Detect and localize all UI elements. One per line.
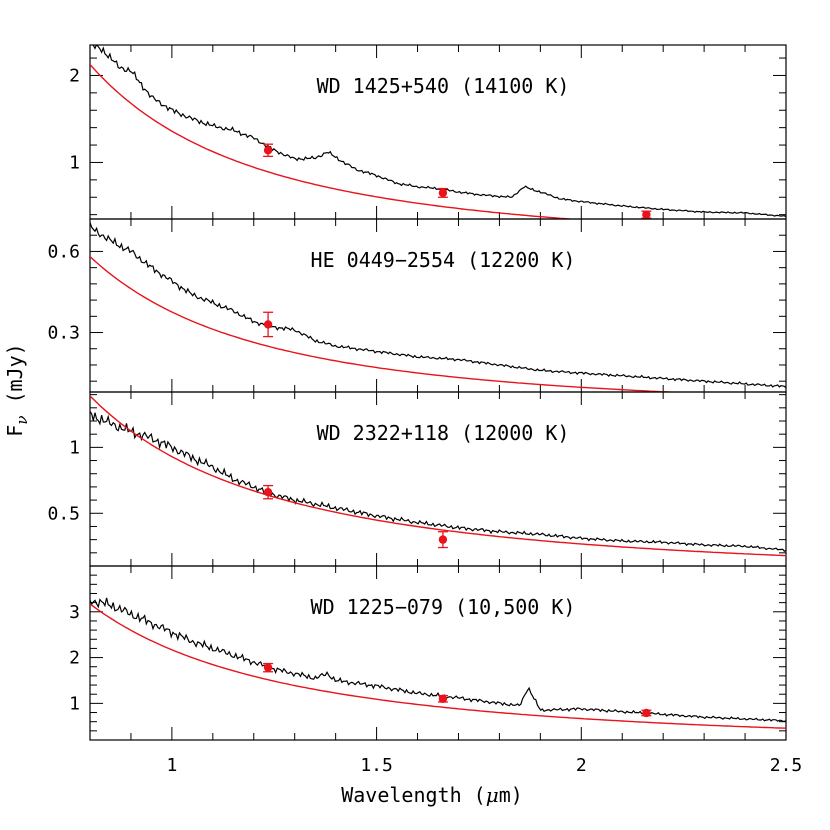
x-tick-label: 2.5 bbox=[770, 755, 803, 776]
observed-spectrum bbox=[90, 597, 786, 723]
observed-spectrum bbox=[90, 45, 786, 218]
model-curve bbox=[90, 395, 786, 557]
y-tick-label: 0.3 bbox=[47, 323, 80, 344]
observed-spectrum bbox=[90, 222, 786, 389]
x-tick-labels: 1 1.5 2 2.5 bbox=[166, 755, 802, 776]
panel-2: 0.3 0.6 HE 0449−2554 (12200 K) bbox=[47, 218, 787, 393]
photometry-point bbox=[642, 708, 651, 718]
panel-frame bbox=[89, 44, 787, 220]
x-tick-label: 2 bbox=[576, 755, 587, 776]
photometry-point bbox=[263, 663, 273, 672]
photometry-point bbox=[263, 487, 273, 497]
panel-title: HE 0449−2554 (12200 K) bbox=[311, 248, 576, 272]
y-tick-label: 2 bbox=[69, 648, 80, 669]
panel-4: 1 2 3 WD 1225−079 (10,500 K) bbox=[69, 565, 787, 741]
model-curve bbox=[90, 256, 684, 392]
x-axis-title: Wavelength (μm) bbox=[341, 783, 523, 807]
y-tick-label: 3 bbox=[69, 602, 80, 623]
y-tick-label: 1 bbox=[69, 437, 80, 458]
panel-title: WD 1225−079 (10,500 K) bbox=[311, 595, 576, 619]
panel-stack: 1 2 WD 1425+540 (14100 K) 0.3 0.6 HE 0449−255… bbox=[47, 44, 787, 741]
y-axis-title: Fν (mJy) bbox=[3, 343, 31, 436]
y-tick-label: 2 bbox=[69, 65, 80, 86]
photometry-point bbox=[438, 694, 448, 703]
panel-title: WD 2322+118 (12000 K) bbox=[317, 421, 570, 445]
photometry-point bbox=[263, 146, 273, 155]
y-tick-label: 0.5 bbox=[47, 503, 80, 524]
photometry-point bbox=[642, 210, 651, 219]
panel-frame bbox=[89, 218, 787, 393]
y-tick-label: 1 bbox=[69, 152, 80, 173]
panel-3: 0.5 1 WD 2322+118 (12000 K) bbox=[47, 391, 787, 567]
panel-frame bbox=[89, 565, 787, 741]
photometry-point bbox=[438, 535, 448, 544]
photometry-point bbox=[263, 320, 273, 329]
observed-spectrum bbox=[90, 411, 786, 552]
y-tick-label: 1 bbox=[69, 693, 80, 714]
y-tick-label: 0.6 bbox=[47, 241, 80, 262]
photometry-point bbox=[438, 188, 448, 198]
panel-1: 1 2 WD 1425+540 (14100 K) bbox=[69, 44, 787, 220]
panel-frame bbox=[89, 391, 787, 567]
panel-title: WD 1425+540 (14100 K) bbox=[317, 74, 570, 98]
model-curve bbox=[90, 603, 786, 729]
model-curve bbox=[90, 64, 579, 219]
x-tick-label: 1 bbox=[166, 755, 177, 776]
x-tick-label: 1.5 bbox=[360, 755, 393, 776]
